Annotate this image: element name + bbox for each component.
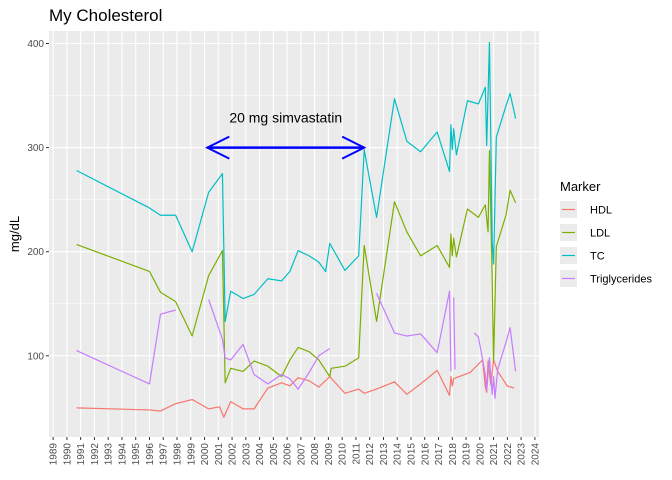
x-tick-label: 1993 [104, 443, 115, 466]
y-axis-title: mg/dL [7, 216, 22, 252]
x-tick-label: 2021 [489, 443, 500, 466]
plot-panel [49, 31, 539, 437]
x-tick-label: 1996 [145, 443, 156, 466]
x-tick-label: 2018 [448, 443, 459, 466]
x-tick-label: 2022 [503, 443, 514, 466]
annotation-arrow-head-left [205, 135, 230, 160]
series-layer [76, 41, 517, 418]
legend-label-hdl: HDL [590, 205, 612, 217]
series-line-ldl [76, 150, 517, 384]
legend-label-tc: TC [590, 251, 605, 263]
y-tick-label: 100 [27, 351, 44, 362]
annotation-arrow-head-right [341, 135, 367, 160]
x-tick-label: 2004 [255, 443, 266, 466]
series-line-triglycerides [473, 327, 517, 400]
x-tick-label: 2010 [338, 443, 349, 466]
x-tick-label: 1999 [186, 443, 197, 466]
x-tick-label: 2001 [214, 443, 225, 466]
x-tick-label: 2012 [365, 443, 376, 466]
x-tick-label: 2002 [228, 443, 239, 466]
series-line-tc [76, 41, 517, 323]
x-tick-label: 1994 [117, 443, 128, 466]
x-tick-label: 2000 [200, 443, 211, 466]
x-tick-label: 2024 [530, 443, 541, 466]
x-tick-label: 2014 [393, 443, 404, 466]
series-line-triglycerides [376, 290, 452, 372]
x-tick-label: 1990 [62, 443, 73, 466]
x-tick-label: 2019 [462, 443, 473, 466]
legend-title: Marker [560, 179, 601, 194]
series-line-triglycerides [76, 309, 176, 385]
y-tick-label: 400 [27, 39, 44, 50]
x-tick-label: 2020 [475, 443, 486, 466]
series-line-triglycerides [208, 299, 331, 390]
x-tick-label: 2013 [379, 443, 390, 466]
grid-layer [49, 31, 539, 437]
x-tick-label: 2017 [434, 443, 445, 466]
x-tick-label: 1995 [131, 443, 142, 466]
axis-layer: 100 200 300 400 1989 1990 1991 1992 1993 1994 1995… [27, 39, 541, 465]
x-tick-label: 1997 [159, 443, 170, 466]
x-tick-label: 2015 [406, 443, 417, 466]
y-tick-label: 300 [27, 143, 44, 154]
x-tick-label: 2005 [269, 443, 280, 466]
x-tick-label: 2008 [310, 443, 321, 466]
annotation-layer: 20 mg simvastatin [205, 110, 367, 160]
x-tick-label: 2003 [241, 443, 252, 466]
series-line-triglycerides [453, 297, 456, 370]
series-line-hdl [76, 359, 515, 418]
x-tick-label: 2007 [296, 443, 307, 466]
legend-label-ldl: LDL [590, 228, 610, 240]
x-tick-label: 2009 [324, 443, 335, 466]
x-tick-label: 2011 [351, 443, 362, 465]
x-tick-label: 1991 [76, 443, 87, 466]
x-tick-label: 2023 [517, 443, 528, 466]
x-tick-label: 1992 [90, 443, 101, 466]
annotation-label: 20 mg simvastatin [229, 110, 342, 126]
x-tick-label: 1989 [49, 443, 60, 466]
chart-title: My Cholesterol [49, 6, 162, 25]
x-tick-label: 1998 [173, 443, 184, 466]
legend-label-triglycerides: Triglycerides [590, 274, 652, 286]
x-tick-label: 2016 [420, 443, 431, 466]
x-tick-label: 2006 [283, 443, 294, 466]
legend: Marker HDL LDL TC Triglycerides [560, 179, 652, 287]
y-tick-label: 200 [27, 247, 44, 258]
